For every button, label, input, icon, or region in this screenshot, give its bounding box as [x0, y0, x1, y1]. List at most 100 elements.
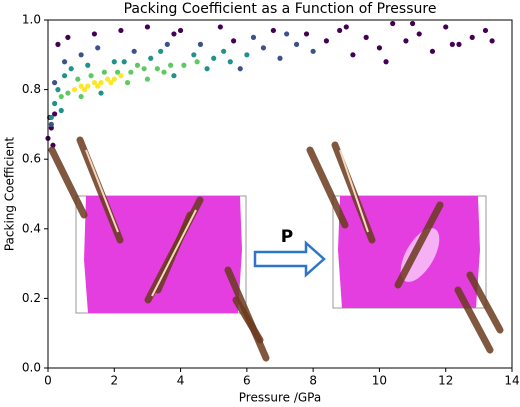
- point: [71, 87, 78, 93]
- point: [171, 73, 177, 79]
- x-tick-label: 4: [177, 374, 185, 388]
- x-tick-label: 0: [44, 374, 52, 388]
- rod-highlight: [151, 209, 197, 297]
- point: [78, 52, 84, 58]
- point: [61, 73, 68, 79]
- rod-highlight: [85, 149, 119, 233]
- point: [111, 59, 117, 65]
- rod: [466, 271, 504, 334]
- point: [108, 80, 114, 86]
- point: [105, 76, 111, 82]
- point: [277, 55, 283, 61]
- point: [409, 20, 416, 27]
- point: [221, 48, 227, 54]
- point: [211, 55, 217, 61]
- point: [237, 66, 243, 72]
- point: [168, 62, 174, 68]
- point: [52, 80, 58, 86]
- point: [303, 31, 310, 37]
- point: [144, 76, 151, 82]
- point: [482, 27, 489, 34]
- point: [65, 90, 71, 96]
- point: [376, 45, 383, 51]
- point: [443, 24, 449, 30]
- point: [350, 52, 356, 58]
- point: [78, 93, 84, 100]
- point: [181, 62, 187, 68]
- point: [128, 69, 134, 75]
- y-tick-label: 0.0: [22, 361, 41, 375]
- y-tick-label: 0.6: [22, 152, 41, 166]
- point: [124, 80, 131, 86]
- point: [154, 66, 160, 72]
- point: [118, 73, 124, 79]
- point: [118, 27, 124, 34]
- point: [95, 83, 101, 89]
- point: [161, 69, 167, 75]
- point: [131, 48, 137, 54]
- point: [343, 24, 349, 30]
- point: [260, 45, 267, 51]
- point: [48, 114, 54, 121]
- x-tick-label: 12: [438, 374, 453, 388]
- point: [469, 34, 475, 41]
- y-tick-label: 0.4: [22, 221, 41, 235]
- point: [231, 38, 237, 44]
- point: [244, 52, 250, 58]
- point: [85, 62, 91, 68]
- arrow: [253, 240, 326, 278]
- point: [58, 107, 64, 114]
- point: [121, 59, 127, 65]
- x-axis-label: Pressure /GPa: [239, 391, 321, 405]
- point: [217, 24, 223, 30]
- rod: [48, 146, 88, 219]
- point: [101, 69, 107, 75]
- inset-crystal: [84, 196, 242, 313]
- point: [197, 41, 204, 47]
- point: [75, 76, 81, 82]
- axes-frame: [47, 19, 513, 369]
- point: [78, 83, 84, 89]
- plot-area: [45, 20, 495, 148]
- x-tick-label: 8: [309, 374, 317, 388]
- y-axis-label: Packing Coefficient: [3, 137, 17, 252]
- chart-title: Packing Coefficient as a Function of Pre…: [124, 1, 437, 17]
- point: [48, 121, 54, 127]
- rod: [306, 146, 349, 229]
- point: [383, 59, 389, 65]
- point: [95, 45, 101, 51]
- point: [270, 27, 276, 34]
- point: [98, 80, 104, 86]
- rod: [232, 296, 264, 344]
- rod: [76, 136, 124, 244]
- point: [52, 100, 58, 107]
- point: [363, 34, 369, 41]
- point: [489, 38, 495, 44]
- point: [115, 69, 121, 75]
- point: [61, 59, 68, 65]
- point: [91, 80, 97, 86]
- point: [164, 41, 170, 47]
- point: [456, 41, 462, 47]
- x-tick-label: 10: [372, 374, 387, 388]
- point: [144, 24, 151, 30]
- point: [337, 27, 343, 34]
- annotation: P: [281, 227, 293, 247]
- rod: [454, 286, 494, 354]
- point: [227, 59, 233, 65]
- point: [65, 34, 71, 41]
- point: [449, 41, 455, 47]
- point: [55, 41, 61, 47]
- point: [158, 48, 164, 54]
- x-tick-label: 6: [243, 374, 251, 388]
- point: [58, 93, 64, 100]
- x-tick-label: 2: [110, 374, 118, 388]
- point: [429, 48, 436, 54]
- y-tick-label: 0.2: [22, 291, 41, 305]
- point: [88, 73, 94, 79]
- point: [284, 31, 290, 37]
- point: [98, 90, 104, 96]
- point: [310, 48, 316, 54]
- point: [55, 87, 61, 93]
